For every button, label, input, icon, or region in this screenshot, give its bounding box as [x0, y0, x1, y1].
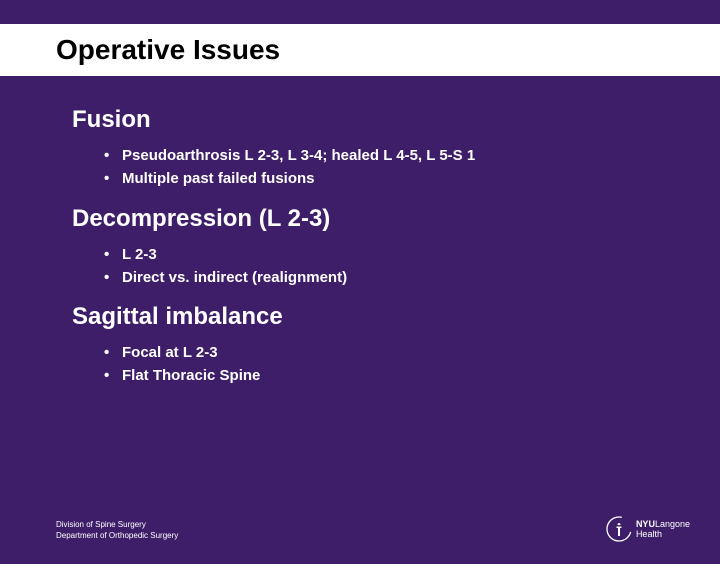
- nyu-langone-logo: NYULangone Health: [606, 516, 690, 542]
- list-item: Pseudoarthrosis L 2-3, L 3-4; healed L 4…: [104, 144, 720, 167]
- footer-text: Division of Spine Surgery Department of …: [56, 520, 178, 542]
- list-item: Multiple past failed fusions: [104, 167, 720, 190]
- logo-text: NYULangone Health: [636, 519, 690, 540]
- logo-torch-icon: [606, 516, 632, 542]
- title-band: Operative Issues: [0, 24, 720, 76]
- bullet-list-sagittal: Focal at L 2-3 Flat Thoracic Spine: [72, 341, 720, 388]
- section-heading-decompression: Decompression (L 2-3): [72, 205, 720, 233]
- footer-line2: Department of Orthopedic Surgery: [56, 531, 178, 542]
- bullet-list-fusion: Pseudoarthrosis L 2-3, L 3-4; healed L 4…: [72, 144, 720, 191]
- footer-line1: Division of Spine Surgery: [56, 520, 178, 531]
- slide-footer: Division of Spine Surgery Department of …: [56, 516, 690, 542]
- list-item: Direct vs. indirect (realignment): [104, 266, 720, 289]
- bullet-list-decompression: L 2-3 Direct vs. indirect (realignment): [72, 243, 720, 290]
- section-heading-sagittal: Sagittal imbalance: [72, 303, 720, 331]
- list-item: Flat Thoracic Spine: [104, 364, 720, 387]
- section-heading-fusion: Fusion: [72, 106, 720, 134]
- list-item: L 2-3: [104, 243, 720, 266]
- logo-name1: Langone: [655, 519, 690, 529]
- list-item: Focal at L 2-3: [104, 341, 720, 364]
- content-area: Fusion Pseudoarthrosis L 2-3, L 3-4; hea…: [0, 76, 720, 388]
- logo-brand: NYU: [636, 519, 655, 529]
- logo-name2: Health: [636, 529, 662, 539]
- slide-title: Operative Issues: [56, 34, 720, 66]
